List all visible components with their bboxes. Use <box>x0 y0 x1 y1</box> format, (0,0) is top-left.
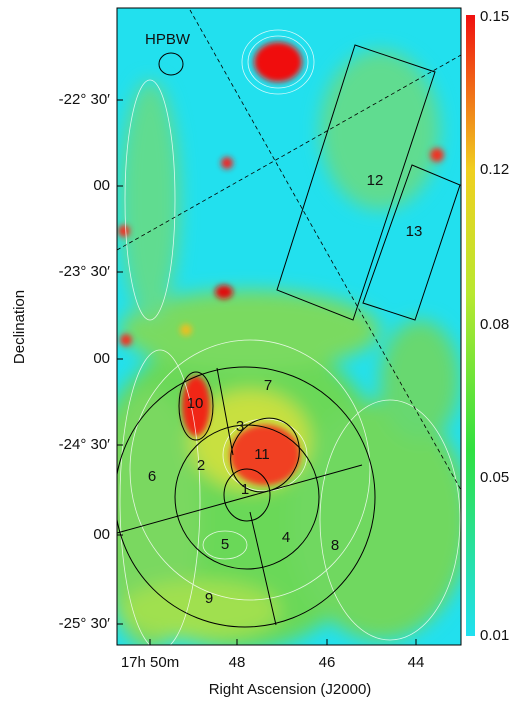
region-label: 13 <box>406 223 423 240</box>
x-tick-label: 46 <box>319 654 336 671</box>
y-tick-label: -22° 30′ <box>59 91 111 108</box>
region-label: 6 <box>148 468 156 485</box>
region-label: 10 <box>187 395 204 412</box>
x-tick-label: 44 <box>408 654 425 671</box>
y-tick-label: 00 <box>93 526 110 543</box>
beam-label: HPBW <box>145 31 191 48</box>
colorbar-label: 0.15 <box>480 8 509 25</box>
x-tick-label: 17h 50m <box>121 654 179 671</box>
region-label: 5 <box>221 536 229 553</box>
region-label: 7 <box>264 377 272 394</box>
y-axis-title: Declination <box>11 290 28 364</box>
y-tick-label: 00 <box>93 350 110 367</box>
region-label: 3 <box>236 418 244 435</box>
colorbar-label: 0.01 <box>480 627 509 644</box>
x-tick-label: 48 <box>229 654 246 671</box>
region-label: 8 <box>331 537 339 554</box>
region-label: 12 <box>367 172 384 189</box>
region-label: 1 <box>241 481 249 498</box>
region-label: 2 <box>197 457 205 474</box>
colorbar-label: 0.12 <box>480 161 509 178</box>
region-label: 9 <box>205 590 213 607</box>
y-tick-label: 00 <box>93 177 110 194</box>
plot-frame <box>116 7 462 646</box>
x-axis-title: Right Ascension (J2000) <box>209 681 372 698</box>
colorbar-label: 0.05 <box>480 469 509 486</box>
sky-map <box>117 8 461 645</box>
region-label: 4 <box>282 529 290 546</box>
y-tick-label: -23° 30′ <box>59 263 111 280</box>
region-label: 11 <box>254 446 270 463</box>
y-tick-label: -25° 30′ <box>59 615 111 632</box>
colorbar <box>466 15 475 636</box>
y-tick-label: -24° 30′ <box>59 436 111 453</box>
colorbar-label: 0.08 <box>480 316 509 333</box>
